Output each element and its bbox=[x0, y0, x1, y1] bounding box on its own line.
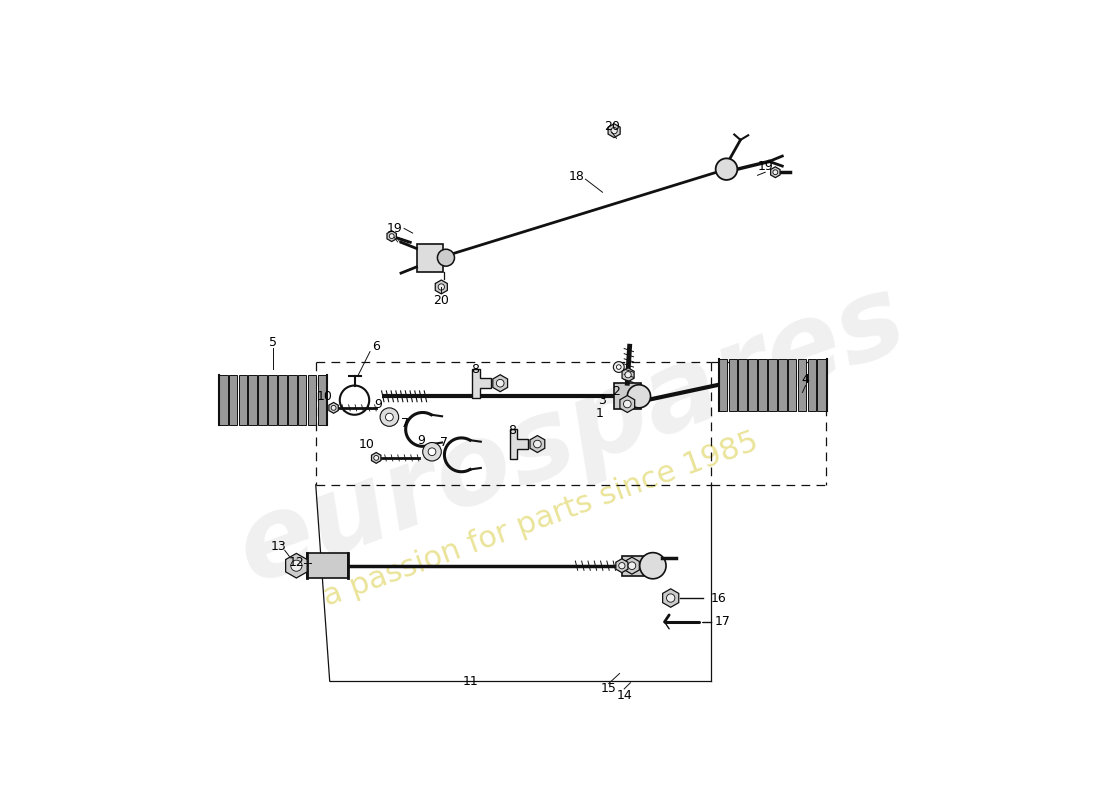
Polygon shape bbox=[608, 124, 620, 138]
Circle shape bbox=[640, 553, 666, 578]
Circle shape bbox=[618, 562, 625, 569]
Polygon shape bbox=[621, 368, 634, 382]
Bar bbox=[798, 358, 806, 411]
Bar bbox=[249, 375, 257, 425]
Text: 7: 7 bbox=[400, 417, 409, 430]
Circle shape bbox=[340, 386, 370, 414]
Polygon shape bbox=[387, 230, 396, 242]
Bar bbox=[288, 375, 297, 425]
Text: 20: 20 bbox=[604, 120, 619, 134]
Bar bbox=[308, 375, 317, 425]
Bar bbox=[239, 375, 248, 425]
Text: 1: 1 bbox=[595, 406, 603, 420]
Text: 11: 11 bbox=[463, 674, 478, 688]
Text: 2: 2 bbox=[612, 385, 619, 398]
Polygon shape bbox=[530, 435, 544, 453]
Polygon shape bbox=[493, 374, 507, 392]
Text: 13: 13 bbox=[271, 540, 286, 553]
Bar bbox=[768, 358, 777, 411]
Text: 12: 12 bbox=[288, 556, 305, 569]
Circle shape bbox=[290, 560, 303, 571]
Text: a passion for parts since 1985: a passion for parts since 1985 bbox=[319, 427, 762, 612]
Circle shape bbox=[773, 170, 778, 174]
Text: eurospares: eurospares bbox=[223, 264, 920, 606]
Bar bbox=[621, 556, 643, 576]
Bar bbox=[817, 358, 826, 411]
Text: 14: 14 bbox=[616, 689, 632, 702]
Bar bbox=[728, 358, 737, 411]
Bar bbox=[307, 554, 348, 578]
Circle shape bbox=[331, 406, 335, 410]
Polygon shape bbox=[472, 369, 491, 398]
Polygon shape bbox=[372, 453, 381, 463]
Bar bbox=[758, 358, 767, 411]
Text: 8: 8 bbox=[471, 363, 478, 376]
Text: 3: 3 bbox=[598, 394, 606, 406]
Text: 10: 10 bbox=[317, 390, 333, 403]
Polygon shape bbox=[436, 280, 448, 294]
Bar bbox=[298, 375, 307, 425]
Bar bbox=[417, 244, 443, 271]
Circle shape bbox=[627, 385, 650, 408]
Circle shape bbox=[625, 372, 631, 378]
Bar bbox=[229, 375, 238, 425]
Circle shape bbox=[616, 365, 622, 370]
Circle shape bbox=[381, 408, 398, 426]
Polygon shape bbox=[625, 558, 639, 574]
Bar bbox=[614, 383, 641, 410]
Circle shape bbox=[428, 448, 436, 455]
Circle shape bbox=[438, 250, 454, 266]
Text: 18: 18 bbox=[569, 170, 585, 183]
Polygon shape bbox=[616, 558, 628, 573]
Polygon shape bbox=[329, 402, 339, 414]
Bar bbox=[318, 375, 327, 425]
Text: 4: 4 bbox=[802, 373, 810, 386]
Circle shape bbox=[534, 440, 541, 448]
Polygon shape bbox=[509, 430, 528, 458]
Text: 16: 16 bbox=[711, 591, 727, 605]
Text: 9: 9 bbox=[374, 398, 382, 410]
Polygon shape bbox=[286, 554, 307, 578]
Text: 7: 7 bbox=[440, 436, 449, 449]
Text: 20: 20 bbox=[433, 294, 449, 306]
Circle shape bbox=[422, 442, 441, 461]
Circle shape bbox=[624, 400, 631, 408]
Circle shape bbox=[385, 414, 394, 421]
Circle shape bbox=[610, 127, 617, 134]
Bar bbox=[268, 375, 277, 425]
Circle shape bbox=[716, 158, 737, 180]
Text: 8: 8 bbox=[508, 425, 516, 438]
Text: 15: 15 bbox=[601, 682, 617, 695]
Circle shape bbox=[438, 284, 444, 290]
Text: 10: 10 bbox=[359, 438, 375, 450]
Bar bbox=[219, 375, 228, 425]
Bar bbox=[258, 375, 267, 425]
Text: 9: 9 bbox=[417, 434, 425, 446]
Circle shape bbox=[628, 562, 636, 570]
Bar bbox=[738, 358, 747, 411]
Circle shape bbox=[614, 362, 624, 373]
Polygon shape bbox=[771, 167, 780, 178]
Text: 19: 19 bbox=[387, 222, 403, 235]
Bar bbox=[778, 358, 786, 411]
Circle shape bbox=[389, 234, 394, 238]
Circle shape bbox=[374, 455, 378, 460]
Text: 5: 5 bbox=[270, 336, 277, 349]
Bar bbox=[748, 358, 757, 411]
Polygon shape bbox=[662, 589, 679, 607]
Circle shape bbox=[496, 379, 504, 387]
Bar bbox=[278, 375, 287, 425]
Circle shape bbox=[667, 594, 675, 602]
Bar bbox=[718, 358, 727, 411]
Bar bbox=[788, 358, 796, 411]
Text: 17: 17 bbox=[715, 615, 730, 629]
Polygon shape bbox=[620, 395, 635, 413]
Bar bbox=[807, 358, 816, 411]
Text: 19: 19 bbox=[758, 160, 773, 174]
Text: 6: 6 bbox=[372, 340, 381, 353]
